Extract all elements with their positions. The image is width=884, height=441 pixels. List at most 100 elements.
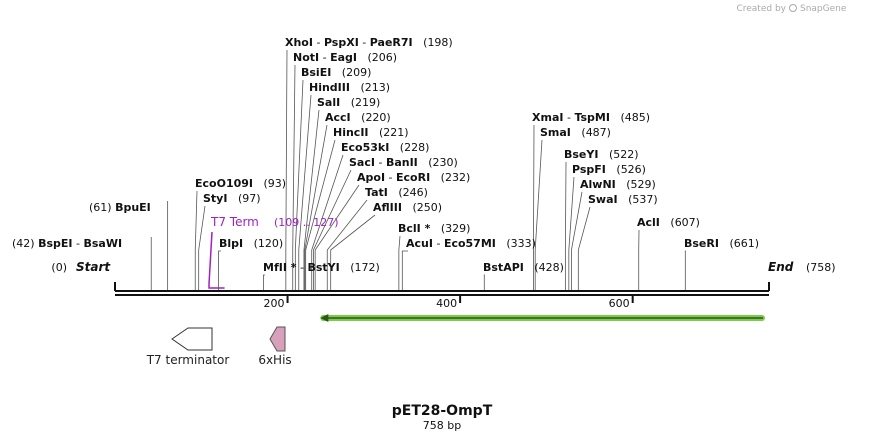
site-labels: (42) BspEI - BsaWI (61) BpuEI EcoO109I (93… bbox=[12, 36, 759, 274]
site-position: (219) bbox=[340, 96, 380, 109]
site-leader-line bbox=[218, 250, 221, 290]
enzyme-name: AclI bbox=[637, 216, 660, 229]
site-position: (61) bbox=[89, 201, 115, 214]
site-position: - bbox=[313, 36, 324, 49]
restriction-site-label[interactable]: Eco53kI (228) bbox=[341, 141, 429, 154]
site-leader-line bbox=[294, 79, 304, 290]
site-position: (97) bbox=[227, 192, 260, 205]
restriction-site-label[interactable]: HincII (221) bbox=[333, 126, 409, 139]
site-position: (120) bbox=[243, 237, 283, 250]
site-position: - bbox=[385, 171, 396, 184]
site-position: (230) bbox=[418, 156, 458, 169]
his-tag-arrow-icon bbox=[269, 326, 286, 352]
restriction-site-label[interactable]: BseRI (661) bbox=[684, 237, 759, 250]
restriction-site-label[interactable]: XmaI - TspMI (485) bbox=[532, 111, 650, 124]
enzyme-name: SwaI bbox=[588, 193, 618, 206]
restriction-site-label[interactable]: SmaI (487) bbox=[540, 126, 611, 139]
restriction-site-label[interactable]: BlpI (120) bbox=[219, 237, 283, 250]
site-position: (428) bbox=[524, 261, 564, 274]
site-leader-line bbox=[311, 154, 344, 290]
restriction-site-label[interactable]: EcoO109I (93) bbox=[195, 177, 286, 190]
site-position: (213) bbox=[350, 81, 390, 94]
enzyme-name: MfII * bbox=[263, 261, 297, 274]
t7-term-annotation[interactable]: T7 Term (109 .. 127) bbox=[208, 215, 339, 289]
restriction-site-label[interactable]: BsiEI (209) bbox=[301, 66, 371, 79]
enzyme-name: HindIII bbox=[309, 81, 350, 94]
enzyme-name: BstYI bbox=[307, 261, 339, 274]
enzyme-name: AcuI bbox=[406, 237, 433, 250]
enzyme-name: ApoI bbox=[357, 171, 385, 184]
start-position: (0) bbox=[51, 261, 67, 274]
site-leader-line bbox=[263, 274, 265, 290]
site-position: (172) bbox=[340, 261, 380, 274]
orf-arrow[interactable] bbox=[320, 314, 765, 322]
plasmid-name: pET28-OmpT bbox=[392, 403, 493, 419]
site-leader-line bbox=[571, 191, 583, 290]
site-leader-line bbox=[684, 250, 686, 290]
feature-t7-terminator[interactable]: T7 terminator bbox=[146, 327, 230, 367]
snapgene-logo-icon bbox=[789, 4, 797, 12]
site-position: (93) bbox=[253, 177, 286, 190]
enzyme-name: StyI bbox=[203, 192, 227, 205]
site-position: (221) bbox=[369, 126, 409, 139]
enzyme-name: AflIII bbox=[373, 201, 402, 214]
restriction-site-label[interactable]: AflIII (250) bbox=[373, 201, 442, 214]
feature-6xhis[interactable]: 6xHis bbox=[258, 326, 292, 367]
restriction-site-label[interactable]: StyI (97) bbox=[203, 192, 261, 205]
credit-brand: SnapGene bbox=[800, 4, 847, 14]
restriction-site-label[interactable]: (61) BpuEI bbox=[89, 201, 151, 214]
restriction-site-label[interactable]: (42) BspEI - BsaWI bbox=[12, 237, 122, 250]
site-leader-line bbox=[564, 161, 567, 290]
site-leader-line bbox=[568, 176, 575, 290]
restriction-site-label[interactable]: SacI - BanII (230) bbox=[349, 156, 458, 169]
restriction-site-label[interactable]: BclI * (329) bbox=[398, 222, 470, 235]
restriction-site-label[interactable]: SalI (219) bbox=[317, 96, 380, 109]
site-leader-line bbox=[313, 169, 352, 290]
restriction-site-label[interactable]: HindIII (213) bbox=[309, 81, 390, 94]
enzyme-name: SalI bbox=[317, 96, 340, 109]
restriction-site-label[interactable]: XhoI - PspXI - PaeR7I (198) bbox=[285, 36, 453, 49]
site-position: (329) bbox=[430, 222, 470, 235]
site-position: - bbox=[563, 111, 574, 124]
site-leader-line bbox=[292, 64, 296, 290]
enzyme-name: EcoO109I bbox=[195, 177, 253, 190]
site-leader-line bbox=[303, 109, 320, 290]
site-position: - bbox=[73, 237, 84, 250]
enzyme-name: BpuEI bbox=[115, 201, 151, 214]
plasmid-size: 758 bp bbox=[423, 419, 461, 432]
restriction-site-label[interactable]: AclI (607) bbox=[637, 216, 700, 229]
restriction-site-label[interactable]: BseYI (522) bbox=[564, 148, 639, 161]
credit-text: Created by bbox=[736, 4, 786, 14]
enzyme-name: TatI bbox=[365, 186, 388, 199]
site-position: - bbox=[433, 237, 444, 250]
restriction-site-label[interactable]: ApoI - EcoRI (232) bbox=[357, 171, 470, 184]
restriction-site-label[interactable]: NotI - EagI (206) bbox=[293, 51, 397, 64]
site-position: - bbox=[297, 261, 308, 274]
site-leader-line bbox=[326, 199, 368, 290]
restriction-site-label[interactable]: AccI (220) bbox=[325, 111, 391, 124]
restriction-site-label[interactable]: BstAPI (428) bbox=[483, 261, 564, 274]
bp-axis: 200 400 600 bbox=[264, 296, 634, 310]
site-position: (485) bbox=[610, 111, 650, 124]
restriction-site-label[interactable]: AlwNI (529) bbox=[580, 178, 656, 191]
axis-tick-label: 600 bbox=[609, 297, 630, 310]
t7-term-range: (109 .. 127) bbox=[274, 216, 339, 229]
site-position: - bbox=[319, 51, 330, 64]
site-leader-line bbox=[298, 94, 312, 290]
end-position: (758) bbox=[806, 261, 836, 274]
enzyme-name: PaeR7I bbox=[370, 36, 413, 49]
start-label: Start bbox=[76, 260, 111, 274]
enzyme-name: PspXI bbox=[324, 36, 359, 49]
restriction-site-label[interactable]: TatI (246) bbox=[365, 186, 428, 199]
restriction-site-label[interactable]: PspFI (526) bbox=[572, 163, 646, 176]
enzyme-name: BlpI bbox=[219, 237, 243, 250]
axis-tick-label: 400 bbox=[436, 297, 457, 310]
site-leader-line bbox=[533, 124, 535, 290]
site-position: (220) bbox=[351, 111, 391, 124]
restriction-site-label[interactable]: AcuI - Eco57MI (333) bbox=[406, 237, 536, 250]
site-position: (526) bbox=[606, 163, 646, 176]
enzyme-name: Eco53kI bbox=[341, 141, 389, 154]
restriction-site-label[interactable]: SwaI (537) bbox=[588, 193, 658, 206]
restriction-site-label[interactable]: MfII * - BstYI (172) bbox=[263, 261, 380, 274]
site-leader-line bbox=[304, 124, 328, 290]
